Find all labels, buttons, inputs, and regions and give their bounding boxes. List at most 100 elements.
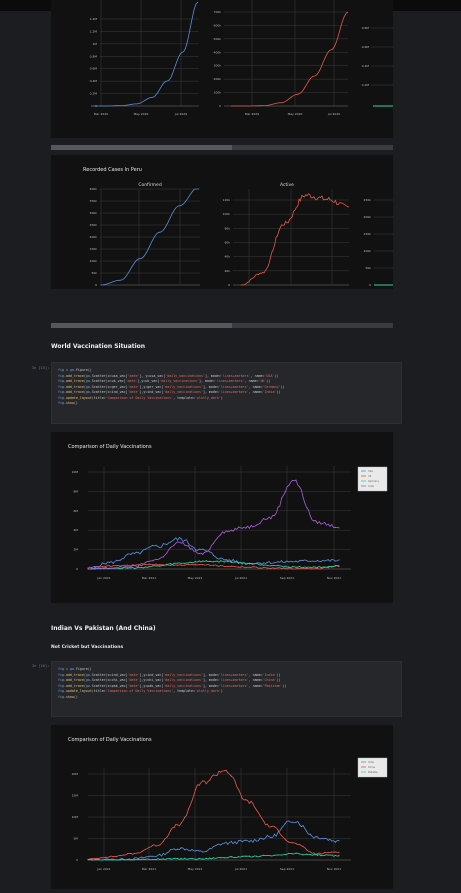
vacc-legend-item[interactable]: India	[368, 485, 374, 488]
vacc2-series-china-marker[interactable]	[295, 842, 297, 845]
vacc2-series-pakistan-marker[interactable]	[270, 855, 272, 857]
vacc2-series-pakistan-marker[interactable]	[306, 853, 308, 855]
vacc-series-germany-marker[interactable]	[137, 566, 139, 568]
vacc2-series-pakistan-marker[interactable]	[144, 858, 146, 861]
vacc-series-uk-marker[interactable]	[108, 565, 111, 567]
vacc2-series-india-marker[interactable]	[198, 850, 200, 852]
vacc-series-usa-marker[interactable]	[263, 562, 265, 564]
vacc-series-germany-marker[interactable]	[202, 560, 204, 562]
vacc2-series-china-marker[interactable]	[101, 857, 103, 859]
vacc2-series-pakistan-marker[interactable]	[137, 858, 139, 860]
vacc-series-usa-marker[interactable]	[324, 560, 326, 562]
vacc2-series-india-marker[interactable]	[195, 850, 197, 852]
vacc-series-usa-marker[interactable]	[230, 560, 232, 563]
vacc2-series-india-marker[interactable]	[144, 856, 146, 858]
confirmed-line[interactable]	[91, 1, 199, 107]
vacc-series-india-marker[interactable]	[252, 526, 254, 528]
vacc2-series-india-marker[interactable]	[334, 841, 336, 843]
vacc2-series-china-marker[interactable]	[252, 803, 254, 805]
vacc2-series-india-marker[interactable]	[270, 836, 272, 839]
vacc-series-uk-marker[interactable]	[144, 563, 146, 566]
vacc-series-india-marker[interactable]	[87, 568, 89, 570]
vacc-series-india-marker[interactable]	[184, 544, 186, 546]
vacc-series-uk-marker[interactable]	[284, 567, 286, 569]
vacc2-series-india-marker[interactable]	[255, 840, 258, 842]
vacc-series-germany-marker[interactable]	[281, 565, 283, 567]
vacc2-series-pakistan-marker[interactable]	[94, 858, 96, 861]
vacc-series-uk-marker[interactable]	[327, 567, 329, 569]
vacc-series-india-marker[interactable]	[123, 566, 125, 568]
vacc2-series-pakistan-marker[interactable]	[212, 857, 215, 859]
vacc2-series-pakistan-marker[interactable]	[245, 855, 247, 857]
vacc-series-usa-marker[interactable]	[320, 560, 322, 563]
vacc-series-india-marker[interactable]	[223, 532, 225, 534]
vacc2-series-india-marker[interactable]	[177, 848, 179, 850]
vacc2-series-china-marker[interactable]	[248, 802, 250, 804]
vacc-series-germany-marker[interactable]	[320, 567, 322, 569]
vacc2-series-pakistan-marker[interactable]	[331, 854, 333, 856]
vacc-series-india-marker[interactable]	[288, 484, 290, 486]
vacc2-series-pakistan-marker[interactable]	[313, 854, 315, 856]
vacc2-series-pakistan-marker[interactable]	[288, 852, 290, 854]
vacc-series-india-marker[interactable]	[91, 568, 93, 570]
vacc-series-germany-marker[interactable]	[277, 564, 279, 566]
vacc-series-germany-marker[interactable]	[169, 563, 172, 565]
vacc-series-uk-marker[interactable]	[180, 564, 182, 566]
vacc-series-germany-marker[interactable]	[284, 565, 286, 567]
vacc2-series-india-marker[interactable]	[259, 837, 261, 839]
vacc2-series-india-marker[interactable]	[159, 853, 161, 855]
vacc-series-uk-marker[interactable]	[101, 565, 103, 567]
vacc-series-india-marker[interactable]	[245, 527, 247, 529]
vacc-series-germany-marker[interactable]	[306, 567, 308, 569]
daily-vaccinations-chart-2[interactable]: Comparison of Daily Vaccinations 20M 15M 10…	[51, 725, 393, 889]
vacc-series-germany-marker[interactable]	[313, 566, 315, 568]
vacc2-series-india-marker[interactable]	[173, 848, 175, 850]
vacc2-series-pakistan-marker[interactable]	[327, 854, 329, 856]
vacc-series-india-marker[interactable]	[277, 506, 279, 508]
vacc-series-usa-marker[interactable]	[223, 559, 225, 561]
vacc-series-usa-marker[interactable]	[316, 559, 319, 562]
vacc-series-india-marker[interactable]	[230, 529, 232, 531]
vacc2-series-india-marker[interactable]	[277, 831, 279, 833]
vacc-series-germany-marker[interactable]	[198, 560, 200, 562]
vacc-series-india-marker[interactable]	[338, 527, 340, 529]
vacc-series-uk-marker[interactable]	[94, 566, 96, 568]
vacc-series-india-marker[interactable]	[259, 522, 261, 524]
vacc-series-germany-marker[interactable]	[241, 562, 243, 564]
vacc-series-germany-marker[interactable]	[302, 567, 304, 569]
code-cell-15[interactable]: fig = go.Figure() fig.add_trace(go.Scatte…	[51, 362, 402, 424]
vacc2-series-pakistan-marker[interactable]	[177, 858, 179, 860]
vacc2-series-china-marker[interactable]	[148, 846, 150, 848]
vacc-series-germany-marker[interactable]	[119, 568, 121, 570]
vacc2-series-china-marker[interactable]	[245, 799, 247, 801]
vacc-series-germany-marker[interactable]	[205, 560, 207, 562]
vacc-series-uk-marker[interactable]	[331, 566, 333, 568]
vacc2-series-china-marker[interactable]	[281, 835, 283, 837]
vacc2-series-india-marker[interactable]	[309, 833, 311, 835]
vacc-series-usa-marker[interactable]	[299, 560, 301, 562]
vacc2-series-india-marker[interactable]	[241, 841, 243, 843]
vacc2-series-china-marker[interactable]	[284, 838, 286, 840]
vacc2-series-pakistan-marker[interactable]	[126, 858, 128, 861]
vacc-series-india-marker[interactable]	[148, 560, 150, 562]
vacc-series-india-marker[interactable]	[273, 515, 276, 517]
vacc-series-india-marker[interactable]	[101, 567, 103, 569]
vacc-series-usa-marker[interactable]	[334, 560, 336, 562]
vacc-series-india-marker[interactable]	[281, 497, 283, 499]
vacc-series-india-marker[interactable]	[137, 565, 139, 567]
vacc-series-india-marker[interactable]	[334, 526, 336, 528]
vacc2-series-india-marker[interactable]	[306, 831, 308, 833]
vacc-legend-item[interactable]: USA	[368, 470, 373, 473]
vacc2-series-china-marker[interactable]	[313, 852, 315, 854]
vacc-series-uk-marker[interactable]	[313, 568, 315, 570]
vacc-series-germany-marker[interactable]	[227, 561, 229, 563]
vacc2-series-india-marker[interactable]	[263, 838, 265, 840]
vacc2-series-india-marker[interactable]	[205, 850, 207, 853]
vacc2-series-india-marker[interactable]	[238, 840, 240, 842]
vacc2-series-china-marker[interactable]	[191, 800, 193, 802]
vacc-series-usa-marker[interactable]	[134, 552, 136, 555]
vacc-series-india-marker[interactable]	[198, 553, 200, 555]
vacc2-series-china-marker[interactable]	[255, 809, 258, 811]
vacc-series-germany-marker[interactable]	[334, 565, 336, 567]
vacc-series-india-marker[interactable]	[177, 541, 179, 543]
